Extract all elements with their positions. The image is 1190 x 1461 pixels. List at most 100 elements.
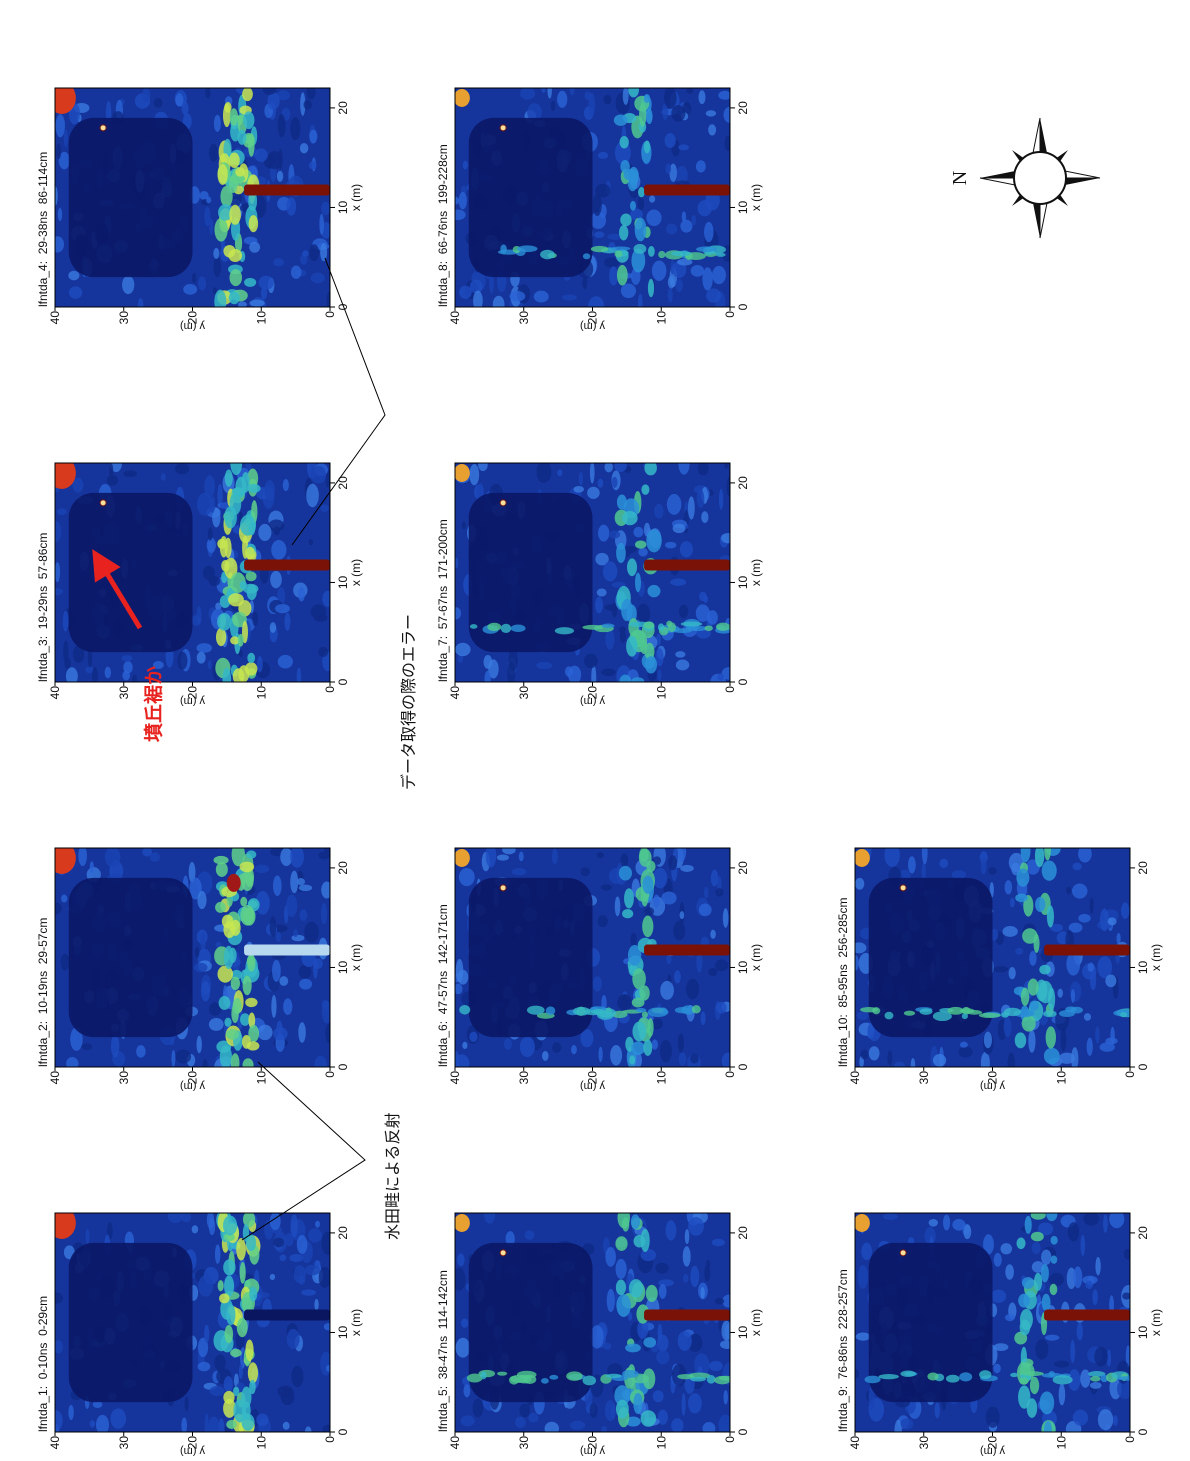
- texture: [188, 861, 196, 883]
- texture: [299, 978, 313, 990]
- texture: [89, 1420, 96, 1428]
- y-axis-title: y (m): [180, 320, 205, 332]
- error-stripe: [644, 944, 730, 956]
- texture: [238, 649, 243, 658]
- texture: [582, 276, 588, 290]
- texture: [1105, 974, 1117, 988]
- feature: [644, 656, 658, 674]
- texture: [78, 848, 87, 867]
- texture: [257, 1024, 273, 1041]
- texture: [1067, 1222, 1080, 1242]
- texture: [484, 670, 491, 682]
- texture: [680, 219, 693, 233]
- y-axis-title: y (m): [180, 695, 205, 707]
- texture: [682, 1273, 689, 1283]
- texture: [597, 915, 608, 928]
- texture: [206, 537, 217, 553]
- texture: [716, 1001, 727, 1014]
- texture: [686, 978, 700, 1000]
- feature: [959, 1372, 973, 1382]
- texture: [681, 211, 687, 222]
- texture: [598, 151, 609, 160]
- texture: [89, 861, 94, 874]
- feature: [245, 546, 255, 560]
- texture: [271, 539, 287, 560]
- feature: [247, 954, 256, 972]
- texture: [856, 1011, 869, 1021]
- feature: [572, 1006, 591, 1016]
- x-tick-label: 20: [736, 861, 750, 875]
- texture: [715, 888, 724, 897]
- feature: [1030, 1231, 1044, 1242]
- texture: [653, 894, 660, 908]
- texture: [675, 659, 690, 671]
- feature: [619, 136, 629, 149]
- texture: [894, 1061, 905, 1067]
- texture: [504, 1038, 512, 1050]
- texture: [310, 466, 327, 484]
- x-tick-label: 10: [736, 1325, 750, 1339]
- hotspot: [499, 499, 507, 507]
- feature: [646, 529, 662, 553]
- texture: [1122, 1292, 1130, 1300]
- texture: [1050, 923, 1064, 933]
- y-tick-label: 40: [848, 1071, 862, 1085]
- panel-title: lfntda_1: 0-10ns 0-29cm: [36, 1296, 50, 1432]
- texture: [277, 1385, 294, 1398]
- texture: [55, 1340, 63, 1354]
- y-tick-label: 0: [1123, 1071, 1137, 1078]
- texture: [704, 221, 714, 243]
- texture: [990, 1289, 1007, 1303]
- texture: [1058, 1052, 1075, 1064]
- feature: [217, 538, 227, 549]
- x-tick-label: 0: [336, 303, 350, 310]
- texture: [718, 488, 724, 510]
- feature: [233, 1386, 240, 1397]
- texture: [275, 932, 282, 942]
- texture: [520, 88, 536, 100]
- texture: [175, 463, 190, 475]
- feature: [214, 289, 227, 307]
- texture: [194, 946, 200, 958]
- x-tick-label: 0: [736, 1063, 750, 1070]
- texture: [677, 848, 687, 862]
- error-stripe: [244, 1309, 330, 1321]
- feature: [232, 997, 242, 1015]
- texture: [319, 213, 325, 235]
- texture: [698, 90, 706, 105]
- texture: [1106, 1349, 1112, 1367]
- texture: [63, 640, 69, 663]
- texture: [721, 532, 730, 544]
- texture: [868, 1046, 880, 1061]
- feature: [1120, 1012, 1128, 1018]
- feature: [622, 1369, 639, 1378]
- x-tick-label: 0: [1136, 1428, 1150, 1435]
- texture: [584, 653, 598, 669]
- texture: [258, 275, 274, 290]
- feature: [239, 861, 255, 873]
- feature: [517, 245, 538, 253]
- feature: [903, 1010, 916, 1016]
- texture: [524, 1230, 535, 1240]
- panels: lfntda_1: 0-10ns 0-29cm 0 10 20 x (m) 0 10 20 30…: [36, 87, 1163, 1457]
- feature: [632, 1021, 647, 1042]
- x-axis-title: x (m): [349, 1309, 363, 1336]
- texture: [200, 981, 211, 1002]
- texture: [290, 117, 301, 141]
- x-tick-label: 20: [1136, 861, 1150, 875]
- x-axis-title: x (m): [749, 559, 763, 586]
- texture: [721, 1320, 730, 1341]
- texture: [597, 478, 604, 488]
- texture: [695, 160, 706, 173]
- feature: [614, 250, 623, 258]
- texture: [260, 287, 268, 300]
- texture: [473, 290, 483, 307]
- leader-line: [241, 1061, 366, 1241]
- texture: [651, 1039, 659, 1050]
- texture: [206, 196, 212, 204]
- feature: [242, 88, 253, 102]
- texture: [492, 295, 505, 307]
- texture: [678, 1052, 687, 1066]
- feature: [706, 1374, 716, 1384]
- texture: [273, 1027, 288, 1041]
